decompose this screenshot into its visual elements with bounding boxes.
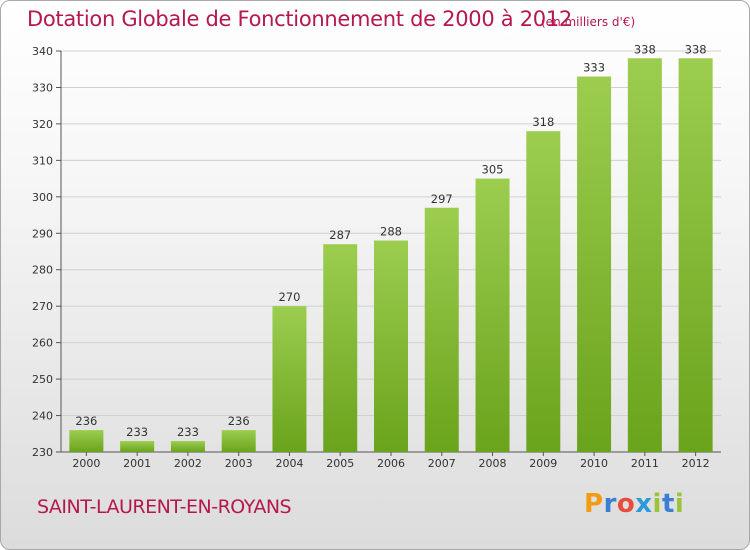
y-tick-label: 300	[32, 191, 53, 204]
bar	[475, 178, 510, 452]
x-tick-label: 2006	[377, 457, 405, 470]
y-tick-label: 270	[32, 300, 53, 313]
value-label: 270	[278, 290, 300, 304]
value-labels: 236 233 233 236 270 287 288 297 305 318 333 338 338	[75, 42, 706, 439]
x-tick-label: 2011	[631, 457, 659, 470]
x-tick-label: 2009	[529, 457, 557, 470]
chart-subtitle: (en milliers d'€)	[541, 15, 636, 29]
x-tick-label: 2002	[174, 457, 202, 470]
value-label: 318	[532, 115, 554, 129]
bar	[627, 58, 662, 453]
y-tick-label: 310	[32, 154, 53, 167]
y-tick-label: 240	[32, 410, 53, 423]
value-label: 333	[583, 61, 605, 75]
value-label: 236	[228, 414, 250, 428]
bar	[577, 76, 612, 452]
y-tick-label: 340	[32, 45, 53, 58]
commune-name: SAINT-LAURENT-EN-ROYANS	[37, 496, 292, 518]
value-label: 338	[634, 42, 656, 56]
bar	[526, 131, 561, 452]
x-tick-label: 2010	[580, 457, 608, 470]
x-tick-label: 2000	[72, 457, 100, 470]
bar	[120, 441, 155, 452]
x-tick-label: 2004	[275, 457, 303, 470]
y-tick-label: 230	[32, 446, 53, 459]
y-tick-label: 260	[32, 337, 53, 350]
bar	[374, 240, 408, 452]
value-label: 236	[75, 414, 97, 428]
value-label: 305	[482, 163, 504, 177]
bar	[272, 306, 307, 452]
bar	[170, 441, 205, 452]
x-tick-label: 2001	[123, 457, 151, 470]
x-tick-label: 2008	[479, 457, 507, 470]
proxiti-logo: Proxiti	[584, 489, 685, 519]
y-tick-label: 320	[32, 118, 53, 131]
value-label: 287	[329, 228, 351, 242]
x-tick-label: 2007	[428, 457, 456, 470]
bar	[678, 58, 713, 453]
bars	[69, 58, 713, 453]
value-label: 297	[431, 192, 453, 206]
value-label: 288	[380, 225, 402, 239]
bar	[69, 430, 104, 452]
x-tick-label: 2005	[326, 457, 354, 470]
y-tick-label: 280	[32, 264, 53, 277]
bar	[221, 430, 256, 452]
x-tick-label: 2012	[682, 457, 710, 470]
chart-title: Dotation Globale de Fonctionnement de 20…	[27, 7, 572, 31]
value-label: 338	[685, 42, 707, 56]
bar	[424, 207, 459, 452]
y-tick-label: 290	[32, 227, 53, 240]
x-tick-label: 2003	[225, 457, 253, 470]
y-tick-label: 250	[32, 373, 53, 386]
value-label: 233	[177, 425, 199, 439]
y-tick-label: 330	[32, 81, 53, 94]
value-label: 233	[126, 425, 148, 439]
bar	[323, 244, 358, 452]
